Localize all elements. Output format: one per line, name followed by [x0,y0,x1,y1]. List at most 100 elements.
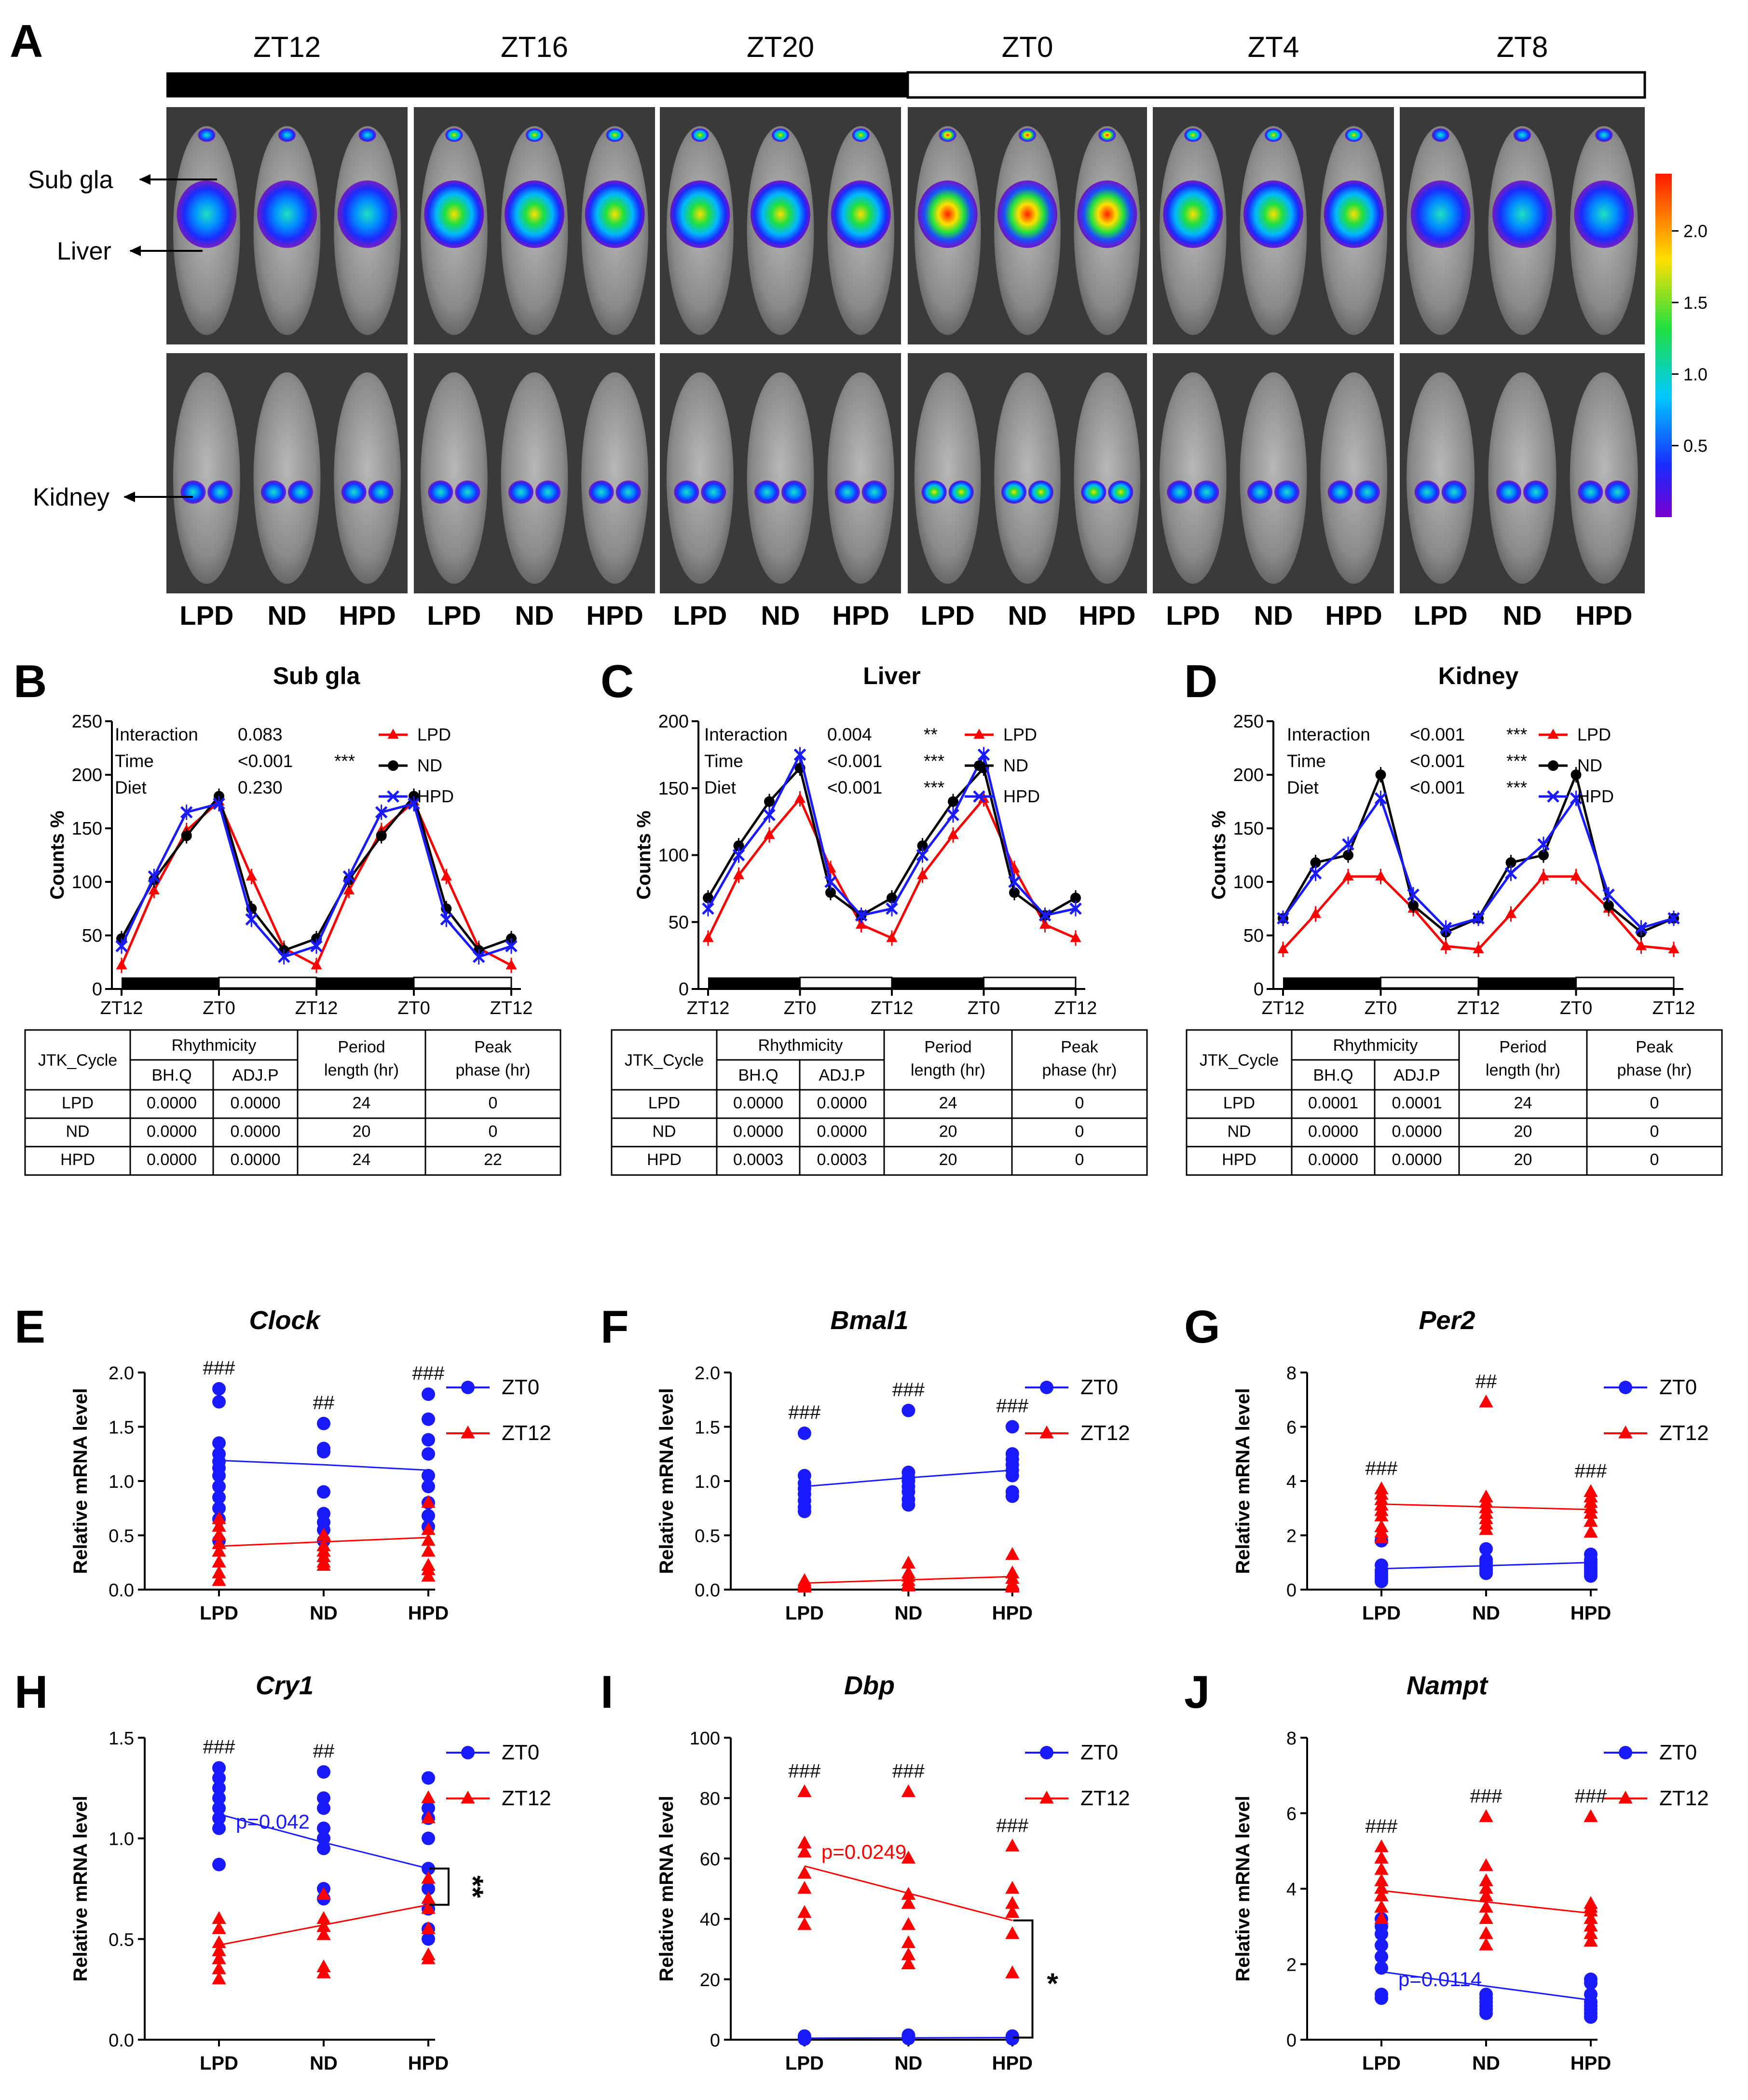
y-tick-label: 60 [700,1849,720,1869]
data-point [1277,912,1289,925]
data-point [1310,857,1321,868]
series-line [1282,796,1674,930]
series-line [707,796,1077,940]
data-point [886,902,898,915]
data-point [422,1882,435,1895]
data-point [797,1905,812,1918]
stat-value: <0.001 [827,751,882,771]
data-point [1584,1911,1598,1924]
y-tick-label: 0.0 [109,2031,134,2051]
stat-label: Diet [704,778,737,797]
table-header: JTK_Cycle [1200,1051,1279,1070]
data-point [1584,1506,1598,1519]
table-cell: ND [66,1122,89,1140]
subgla-signal [939,128,956,142]
table-cell: 0.0001 [1308,1094,1358,1112]
liver-signal [831,180,891,248]
data-point [316,1965,331,1978]
legend-marker [461,1746,475,1759]
data-point [1584,2010,1598,2024]
y-tick-label: 2.0 [109,1363,134,1384]
significance-hash: ### [1366,1816,1398,1837]
x-tick-label: ND [310,1603,338,1624]
y-tick-label: 50 [1243,926,1264,946]
kidney-signal [615,480,641,504]
timepoint-label: ZT4 [1248,31,1299,63]
legend-marker [973,728,985,739]
significance-hash: ## [313,1392,335,1414]
panel-letter: J [1184,1666,1210,1718]
table-cell: 24 [1514,1094,1532,1112]
data-point [421,1921,436,1934]
table-cell: 24 [353,1094,371,1112]
data-point [1479,1880,1493,1894]
data-point [1479,1566,1493,1580]
data-point [212,1911,226,1924]
data-point [212,1395,226,1409]
data-point [316,1911,331,1924]
x-tick-label: ZT0 [1365,998,1397,1018]
data-point [1479,1858,1493,1871]
data-point [1374,1900,1389,1913]
dark-phase-bar [892,977,984,988]
data-point [1408,900,1419,911]
data-point [212,1382,226,1396]
y-tick-label: 250 [1233,712,1264,732]
timepoint-labels: ZT12 ZT16 ZT20 ZT0 ZT4 ZT8 [253,31,1548,63]
group-label: HPD [1325,600,1382,631]
data-point [1070,932,1081,942]
y-tick-label: 50 [82,926,102,946]
legend-label: ZT0 [1080,1375,1118,1399]
data-point [1310,907,1322,918]
chart-title: Liver [863,662,921,689]
data-point [421,1891,436,1904]
subgla-signal [1265,128,1282,142]
y-tick-label: 2.0 [695,1363,720,1384]
dark-phase-bar [166,72,908,97]
data-point [824,876,837,888]
jtk-table: JTK_Cycle Rhythmicity BH.Q ADJ.P Period lengt… [1186,1029,1723,1176]
bioluminescence-images [166,107,1645,593]
subgla-signal [198,128,216,142]
data-point [1005,1896,1020,1909]
group-label: ND [1503,600,1542,631]
data-point [1005,1839,1020,1852]
data-point [310,940,323,952]
x-tick-label: ND [894,2053,922,2074]
y-tick-label: 6 [1286,1418,1297,1438]
data-point [1668,943,1680,954]
data-point [702,902,714,915]
organ-labels: Sub gla Liver Kidney [28,166,217,511]
significance-hash: ## [1475,1371,1497,1392]
table-cell: 0.0000 [733,1094,783,1112]
data-point [901,1555,916,1569]
trend-line [1381,1890,1591,1914]
data-point [181,830,192,841]
table-cell: 20 [353,1122,371,1140]
mouse-silhouette [173,372,240,584]
data-point [764,829,775,839]
mouse-image-panel [1153,107,1394,344]
y-tick-label: 200 [658,712,689,732]
stat-value: <0.001 [827,778,882,797]
significance-hash: ### [789,1402,821,1423]
trend-line [218,1813,429,1869]
data-point [1584,1809,1598,1822]
liver-signal [997,180,1057,248]
table-border [1186,1029,1723,1176]
data-point [1009,887,1020,898]
data-point [1375,1991,1388,2005]
data-point [408,797,420,810]
kidney-signal [1028,480,1053,504]
table-cell: 0.0000 [231,1094,281,1112]
data-point [317,1821,330,1835]
light-phase-bar [799,976,893,989]
legend-label: ZT0 [1659,1741,1697,1764]
data-point [1603,900,1614,911]
data-point [1635,940,1647,950]
y-tick-label: 1.5 [109,1729,134,1749]
data-point [1374,1911,1389,1924]
panel-letter: H [14,1666,48,1718]
x-tick-label: LPD [785,2053,824,2074]
